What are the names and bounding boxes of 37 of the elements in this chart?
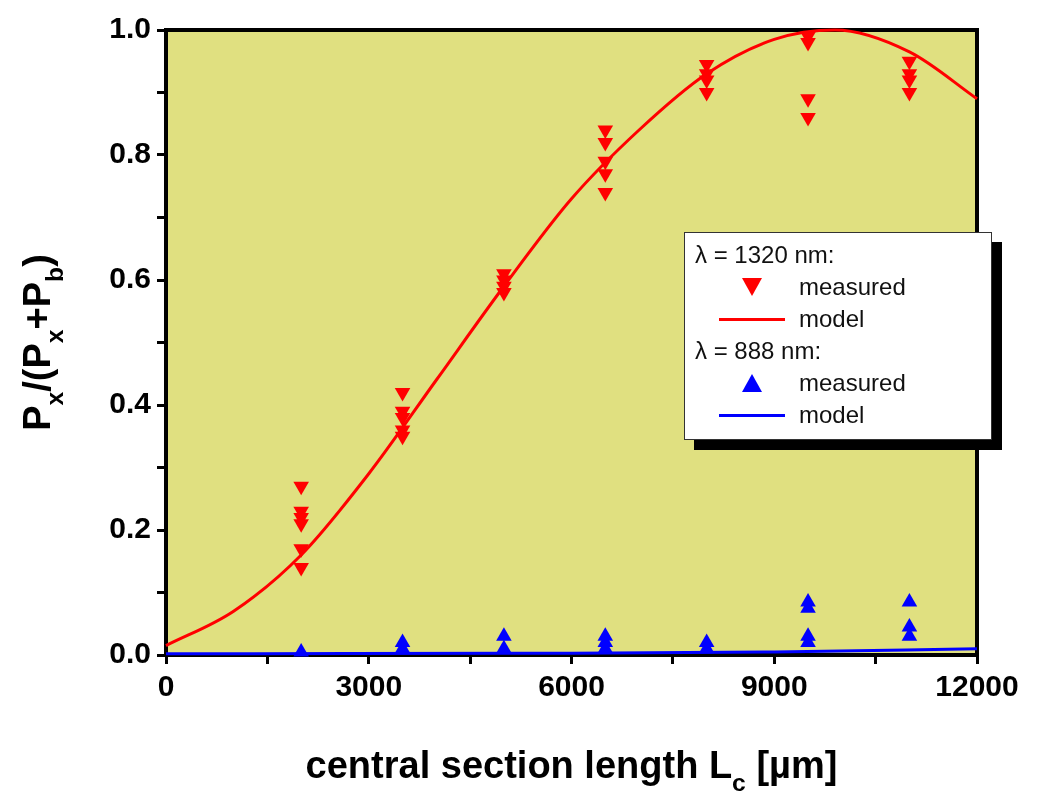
point	[597, 125, 614, 139]
y-tick-label: 1.0	[109, 11, 151, 45]
point	[800, 38, 816, 52]
x-tick-label: 3000	[335, 669, 403, 703]
annotation: λ = 888 nm:	[695, 336, 823, 366]
legend-label: model	[799, 305, 865, 333]
point	[597, 188, 614, 202]
y-tick-label: 0.2	[109, 511, 151, 545]
x-tick-label: 6000	[538, 669, 605, 703]
point	[800, 94, 816, 108]
point	[800, 113, 816, 127]
line-series	[164, 28, 979, 648]
point	[901, 56, 918, 71]
legend-label: measured	[799, 369, 906, 397]
point	[496, 639, 512, 654]
legend-label: measured	[799, 273, 906, 301]
y-axis-title: Px/(Px+Pb)	[16, 254, 69, 431]
point	[901, 75, 918, 89]
x-tick-label: 12000	[935, 669, 1019, 703]
x-tick-label: 9000	[740, 669, 808, 703]
point	[698, 88, 715, 102]
legend-label: model	[799, 401, 865, 429]
point	[597, 156, 614, 171]
point	[698, 75, 715, 89]
annotation: λ = 1320 nm:	[695, 240, 836, 270]
y-tick-label: 0.0	[109, 636, 151, 670]
point	[496, 627, 512, 641]
point	[901, 88, 918, 102]
y-tick-label: 0.8	[109, 136, 151, 170]
point	[597, 138, 614, 152]
y-tick-label: 0.4	[109, 386, 152, 420]
point	[901, 592, 918, 607]
x-tick-label: 0	[157, 669, 175, 703]
y-tick-label: 0.6	[109, 261, 151, 295]
point	[597, 169, 614, 183]
point	[496, 288, 512, 302]
point	[293, 642, 309, 657]
